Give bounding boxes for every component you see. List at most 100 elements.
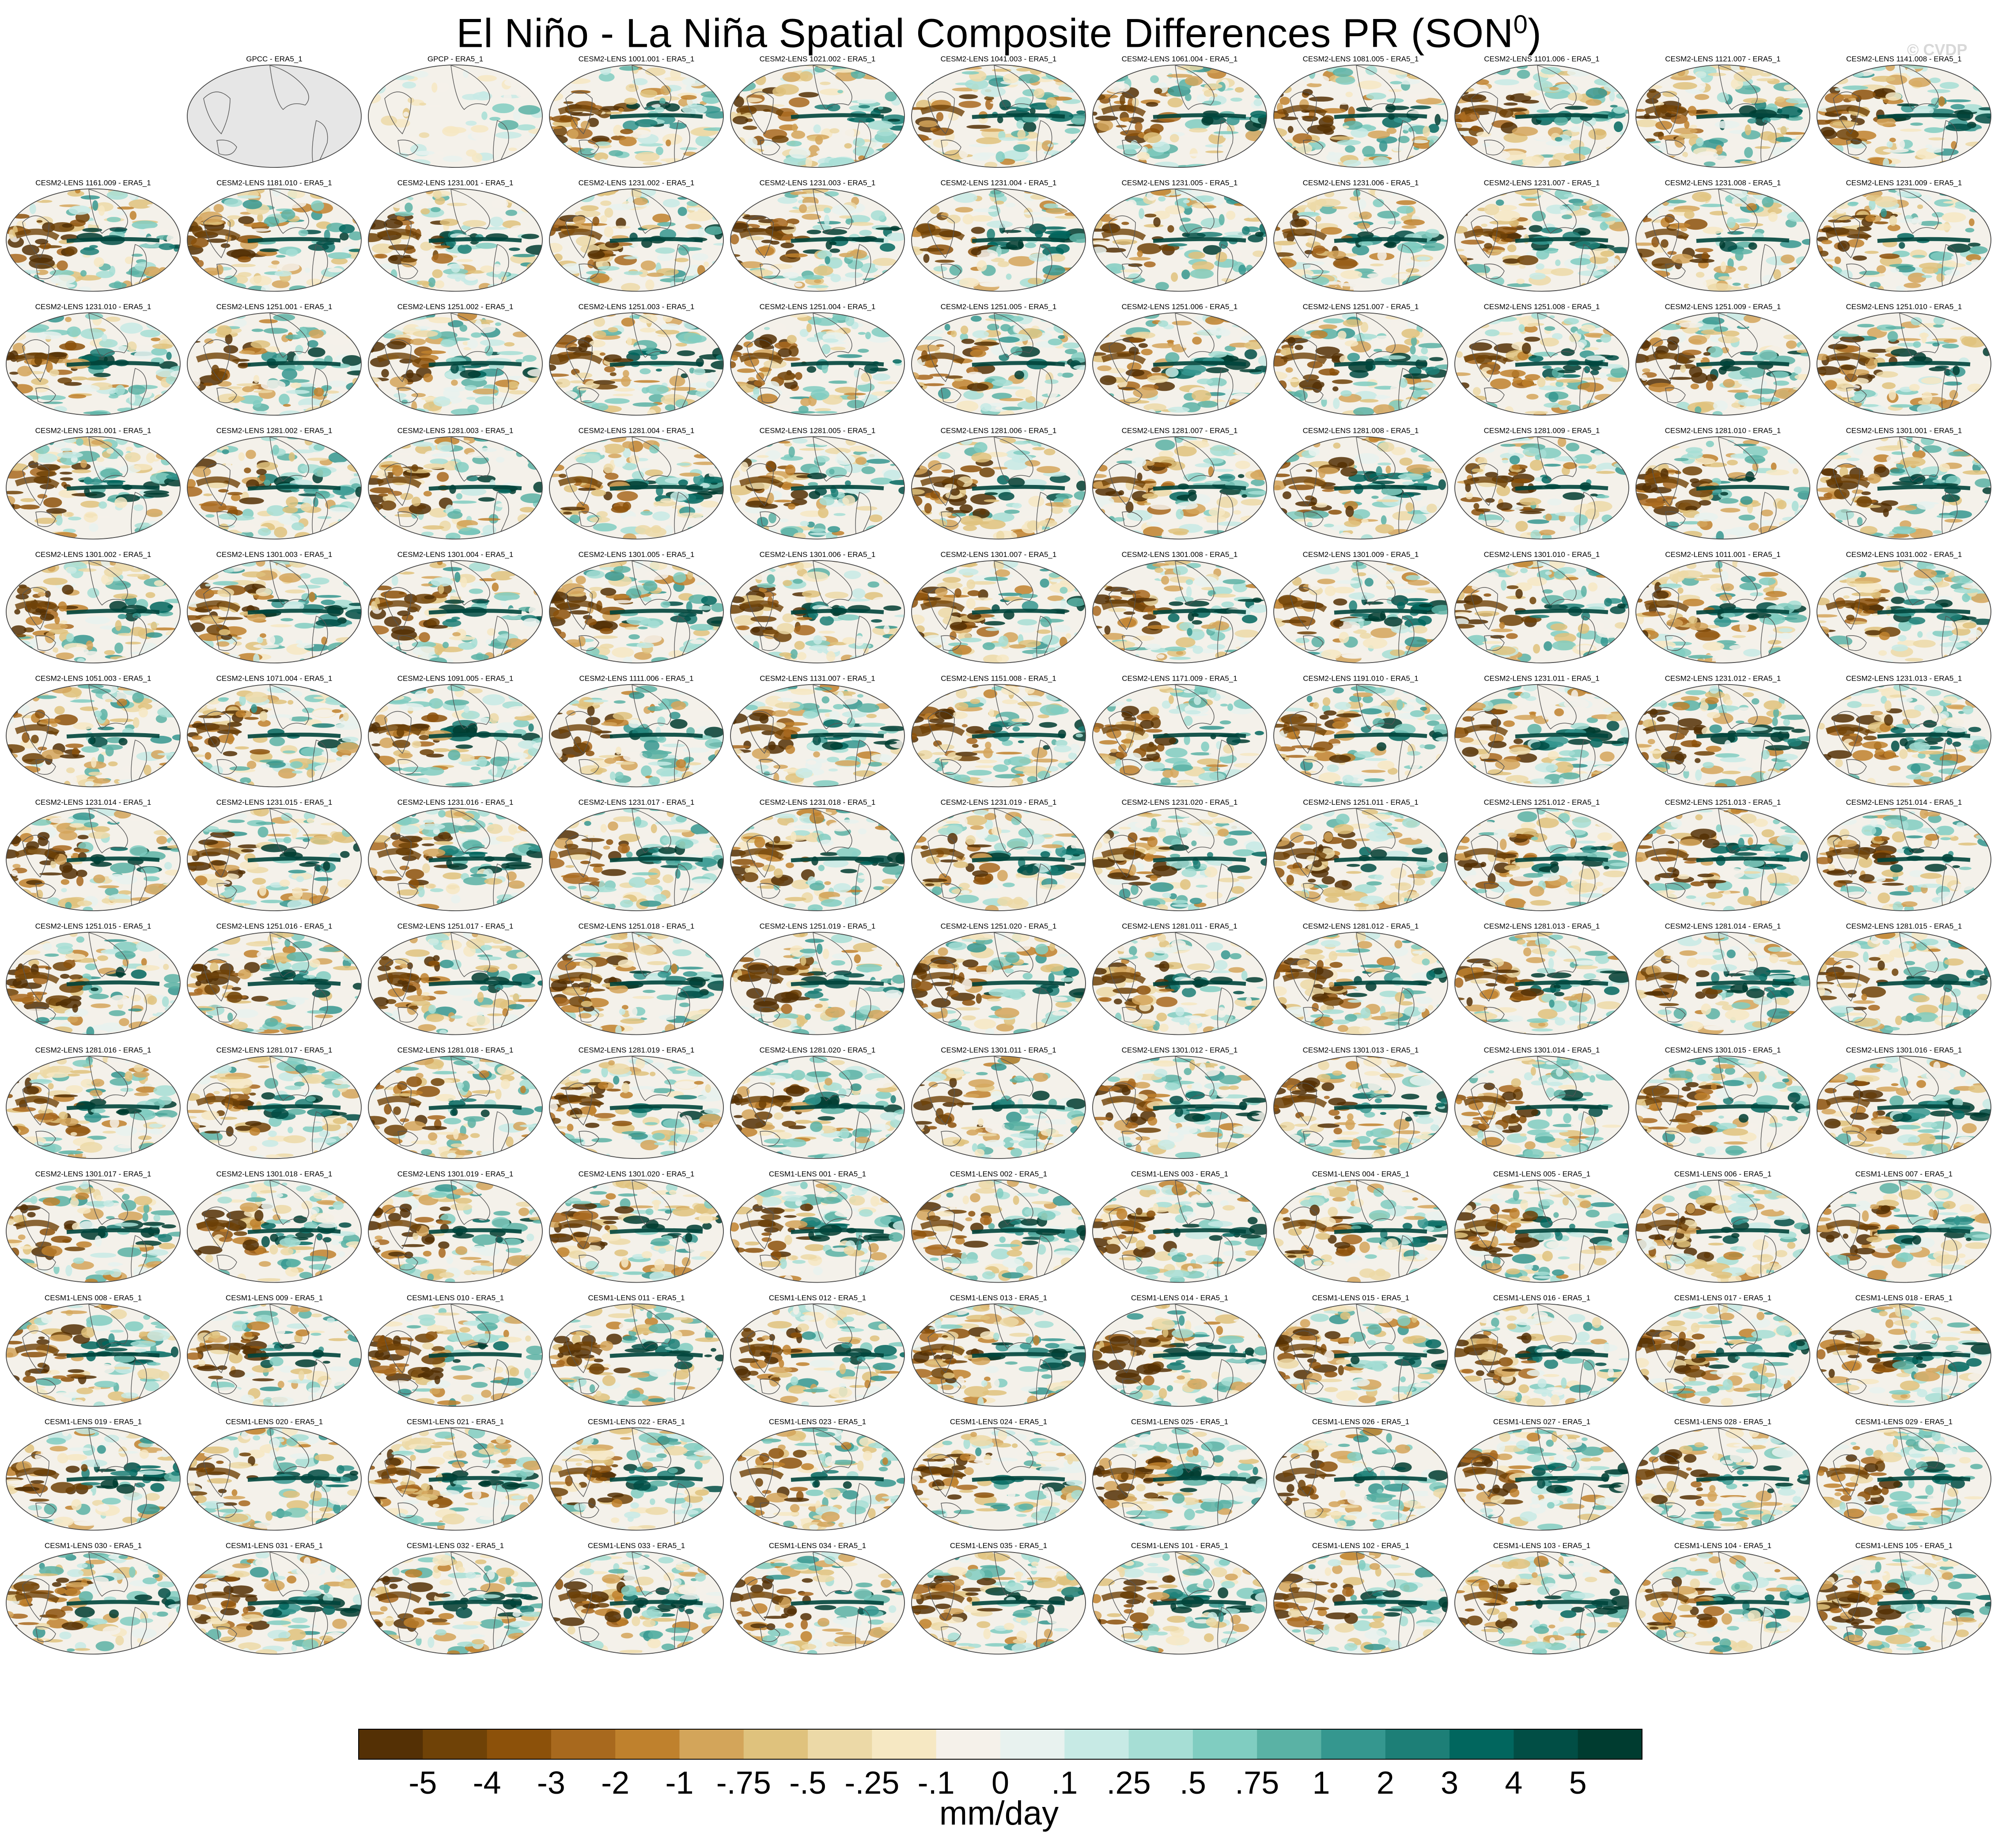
panel-title: CESM2-LENS 1301.019 - ERA5_1 (397, 1170, 514, 1178)
panel-title: CESM2-LENS 1281.001 - ERA5_1 (35, 427, 151, 435)
panel-title: CESM2-LENS 1301.012 - ERA5_1 (1122, 1046, 1238, 1054)
panel-title: CESM2-LENS 1251.014 - ERA5_1 (1846, 798, 1962, 807)
panel-title: CESM2-LENS 1231.019 - ERA5_1 (941, 798, 1057, 807)
map-panel: CESM1-LENS 029 - ERA5_1 (1816, 1418, 1991, 1531)
panel-title: CESM2-LENS 1051.003 - ERA5_1 (35, 674, 151, 683)
map-panel: CESM2-LENS 1071.004 - ERA5_1 (187, 674, 362, 788)
panel-title: CESM2-LENS 1191.010 - ERA5_1 (1303, 674, 1418, 683)
panel-title: CESM2-LENS 1301.001 - ERA5_1 (1846, 427, 1962, 435)
colorbar-bin (1514, 1729, 1578, 1759)
panel-title: CESM2-LENS 1251.006 - ERA5_1 (1122, 303, 1238, 311)
colorbar-tick-label: -3 (537, 1765, 565, 1801)
panel-title: CESM2-LENS 1181.010 - ERA5_1 (216, 179, 332, 187)
colorbar-bin (1128, 1729, 1193, 1759)
map-panel: CESM2-LENS 1301.008 - ERA5_1 (1092, 550, 1267, 663)
panel-title: CESM2-LENS 1231.014 - ERA5_1 (35, 798, 151, 807)
panel-title: CESM1-LENS 013 - ERA5_1 (950, 1294, 1047, 1302)
panel-title: CESM2-LENS 1231.006 - ERA5_1 (1303, 179, 1419, 187)
colorbar-bin (808, 1729, 872, 1759)
colorbar-bin (1385, 1729, 1450, 1759)
panel-title: CESM2-LENS 1251.016 - ERA5_1 (216, 922, 333, 931)
panel-title: CESM2-LENS 1281.006 - ERA5_1 (941, 427, 1057, 435)
panel-title: CESM2-LENS 1301.009 - ERA5_1 (1303, 550, 1419, 559)
panel-title: CESM2-LENS 1131.007 - ERA5_1 (760, 674, 875, 683)
panel-title: CESM2-LENS 1301.016 - ERA5_1 (1846, 1046, 1962, 1054)
title-superscript: 0 (1514, 10, 1528, 39)
map-panel: CESM1-LENS 031 - ERA5_1 (187, 1541, 362, 1655)
panel-title: CESM2-LENS 1251.013 - ERA5_1 (1665, 798, 1781, 807)
panel-title: CESM2-LENS 1301.007 - ERA5_1 (941, 550, 1057, 559)
map-panel: CESM1-LENS 008 - ERA5_1 (6, 1294, 181, 1407)
panel-title: CESM2-LENS 1281.004 - ERA5_1 (579, 427, 695, 435)
colorbar-bin (615, 1729, 680, 1759)
panel-title: CESM2-LENS 1281.014 - ERA5_1 (1665, 922, 1781, 931)
panel-title: CESM1-LENS 016 - ERA5_1 (1493, 1294, 1590, 1302)
panel-title: CESM2-LENS 1281.003 - ERA5_1 (397, 427, 514, 435)
map-panel: CESM2-LENS 1281.012 - ERA5_1 (1273, 922, 1448, 1035)
map-panel: CESM2-LENS 1301.015 - ERA5_1 (1635, 1046, 1810, 1159)
panel-title: CESM1-LENS 012 - ERA5_1 (769, 1294, 866, 1302)
colorbar-tick-label: -.75 (716, 1765, 771, 1801)
map-panel: CESM1-LENS 013 - ERA5_1 (911, 1294, 1086, 1407)
panel-title: CESM2-LENS 1301.010 - ERA5_1 (1484, 550, 1600, 559)
panel-title: CESM2-LENS 1281.011 - ERA5_1 (1122, 922, 1237, 931)
panel-title: CESM2-LENS 1281.015 - ERA5_1 (1846, 922, 1962, 931)
panel-title: CESM2-LENS 1231.010 - ERA5_1 (35, 303, 151, 311)
map-panel: CESM1-LENS 035 - ERA5_1 (911, 1541, 1086, 1655)
panel-title: CESM2-LENS 1281.012 - ERA5_1 (1303, 922, 1419, 931)
colorbar-tick-label: 0 (991, 1765, 1009, 1801)
panel-title: CESM2-LENS 1251.020 - ERA5_1 (941, 922, 1057, 931)
colorbar-tick-label: -2 (601, 1765, 629, 1801)
map-panel: CESM2-LENS 1301.020 - ERA5_1 (549, 1170, 724, 1283)
panel-title: CESM1-LENS 021 - ERA5_1 (407, 1418, 504, 1426)
map-panel: CESM1-LENS 032 - ERA5_1 (368, 1541, 543, 1655)
panel-title: CESM2-LENS 1231.001 - ERA5_1 (397, 179, 514, 187)
panel-title: CESM2-LENS 1231.017 - ERA5_1 (579, 798, 695, 807)
map-panel: CESM2-LENS 1231.016 - ERA5_1 (368, 798, 543, 911)
colorbar-bin (1192, 1729, 1257, 1759)
colorbar-tick-label: -4 (473, 1765, 501, 1801)
panel-title: CESM1-LENS 026 - ERA5_1 (1312, 1418, 1409, 1426)
map-panel: CESM2-LENS 1251.009 - ERA5_1 (1635, 303, 1810, 416)
panel-title: CESM2-LENS 1301.004 - ERA5_1 (397, 550, 514, 559)
panel-title: CESM1-LENS 104 - ERA5_1 (1674, 1541, 1771, 1550)
panel-title: CESM2-LENS 1011.001 - ERA5_1 (1665, 550, 1780, 559)
panel-title: CESM2-LENS 1301.006 - ERA5_1 (760, 550, 876, 559)
panel-title: CESM1-LENS 011 - ERA5_1 (588, 1294, 685, 1302)
panel-title: CESM2-LENS 1301.011 - ERA5_1 (941, 1046, 1056, 1054)
colorbar-bin (936, 1729, 1001, 1759)
map-panel: CESM2-LENS 1251.002 - ERA5_1 (368, 303, 543, 416)
panel-title: CESM1-LENS 023 - ERA5_1 (769, 1418, 866, 1426)
panel-title: CESM2-LENS 1281.018 - ERA5_1 (397, 1046, 514, 1054)
map-panel: CESM1-LENS 104 - ERA5_1 (1635, 1541, 1810, 1655)
map-panel: CESM1-LENS 025 - ERA5_1 (1092, 1418, 1267, 1531)
map-panel: CESM2-LENS 1251.003 - ERA5_1 (549, 303, 724, 416)
panel-title: CESM1-LENS 101 - ERA5_1 (1131, 1541, 1228, 1550)
panel-title: CESM2-LENS 1061.004 - ERA5_1 (1122, 55, 1238, 63)
panel-title: CESM1-LENS 001 - ERA5_1 (769, 1170, 866, 1178)
panel-title: CESM1-LENS 035 - ERA5_1 (950, 1541, 1047, 1550)
colorbar-bin (423, 1729, 488, 1759)
title-text: El Niño - La Niña Spatial Composite Diff… (456, 11, 1513, 56)
panel-title: CESM2-LENS 1301.018 - ERA5_1 (216, 1170, 333, 1178)
panel-title: CESM2-LENS 1251.007 - ERA5_1 (1303, 303, 1419, 311)
map-panel: CESM2-LENS 1231.012 - ERA5_1 (1635, 674, 1810, 788)
panel-title: CESM2-LENS 1111.006 - ERA5_1 (579, 674, 694, 683)
panel-title: CESM2-LENS 1231.020 - ERA5_1 (1122, 798, 1238, 807)
colorbar-bin (1000, 1729, 1065, 1759)
map-panel: CESM1-LENS 101 - ERA5_1 (1092, 1541, 1267, 1655)
map-panel: CESM2-LENS 1301.013 - ERA5_1 (1273, 1046, 1448, 1159)
panel-title: CESM2-LENS 1281.009 - ERA5_1 (1484, 427, 1600, 435)
panel-title: CESM2-LENS 1231.009 - ERA5_1 (1846, 179, 1962, 187)
panel-title: CESM1-LENS 008 - ERA5_1 (45, 1294, 142, 1302)
panel-title: GPCC - ERA5_1 (246, 55, 303, 63)
panel-title: CESM2-LENS 1281.019 - ERA5_1 (579, 1046, 695, 1054)
map-panel: CESM1-LENS 105 - ERA5_1 (1816, 1541, 1991, 1655)
map-panel: CESM1-LENS 028 - ERA5_1 (1635, 1418, 1810, 1531)
colorbar-tick-label: .1 (1051, 1765, 1078, 1801)
panel-title: CESM2-LENS 1231.011 - ERA5_1 (1484, 674, 1599, 683)
map-panel: CESM2-LENS 1231.015 - ERA5_1 (187, 798, 362, 911)
panel-title: CESM1-LENS 020 - ERA5_1 (226, 1418, 323, 1426)
panel-title: CESM1-LENS 003 - ERA5_1 (1131, 1170, 1228, 1178)
panel-title: CESM2-LENS 1301.003 - ERA5_1 (216, 550, 333, 559)
